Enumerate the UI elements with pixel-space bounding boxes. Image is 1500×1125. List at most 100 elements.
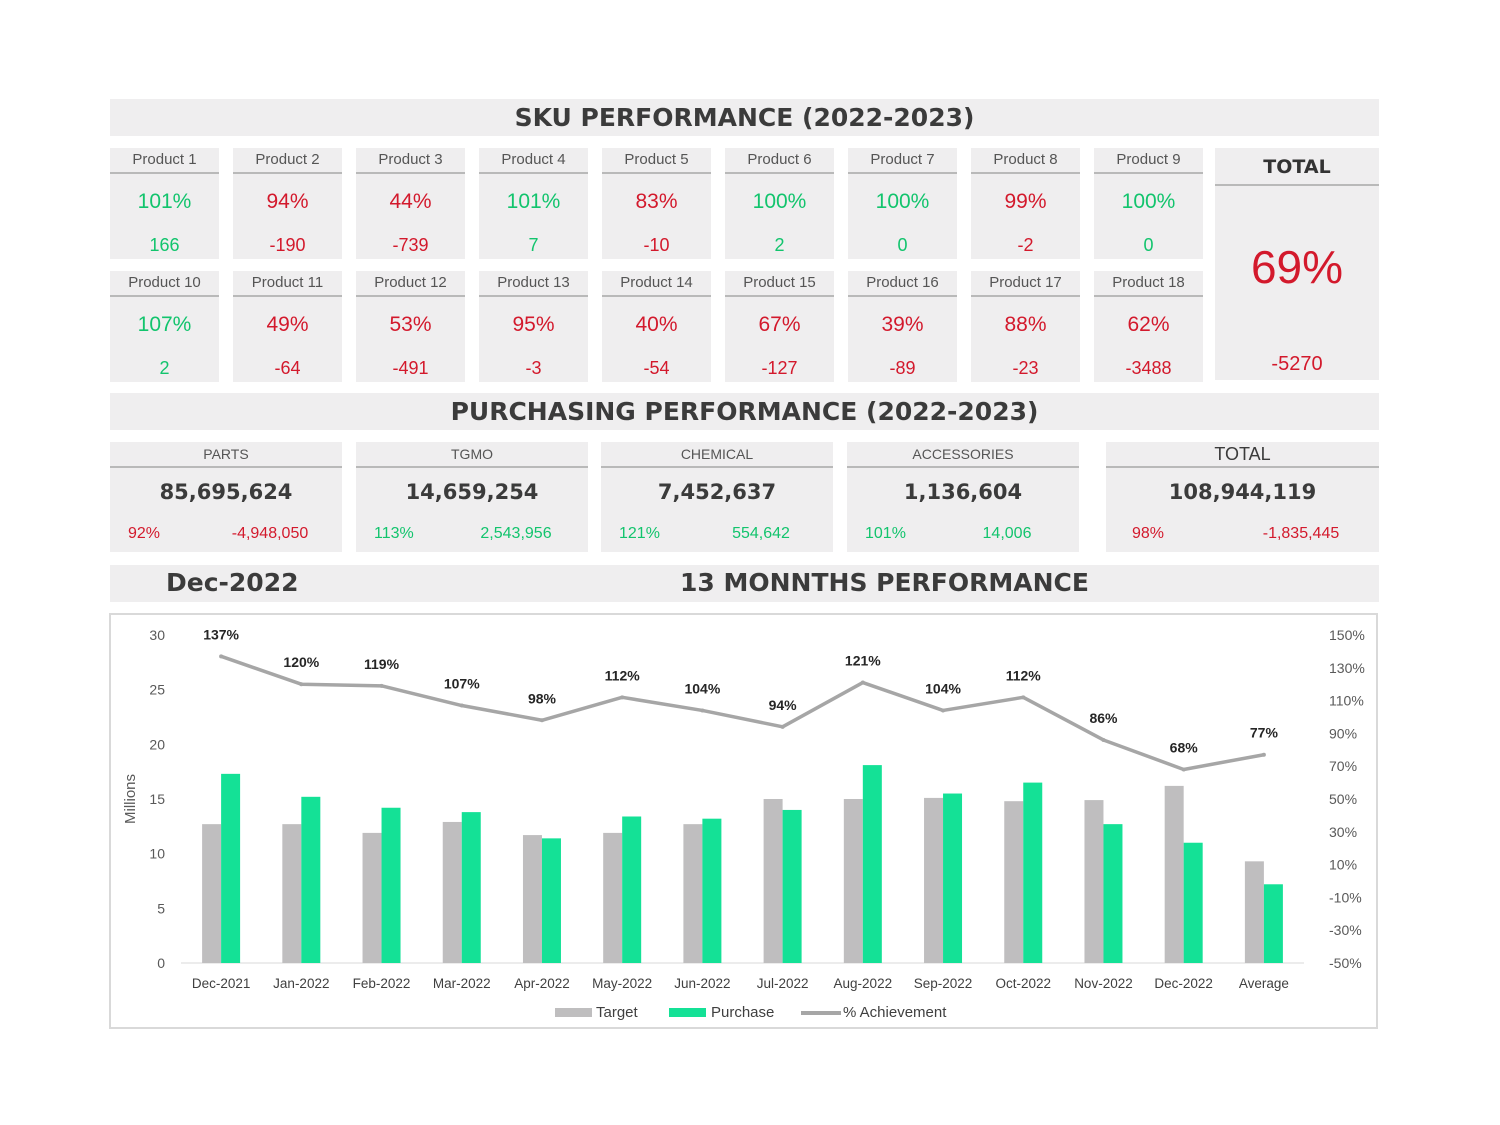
purchasing-pct: 101%: [865, 525, 906, 542]
purchase-bar: [782, 809, 802, 963]
achievement-data-label: 137%: [203, 626, 239, 642]
purchasing-pct: 98%: [1132, 525, 1165, 542]
sku-card: Product 16 39% -89: [848, 271, 957, 382]
x-tick-label: Aug-2022: [834, 976, 893, 991]
target-bar: [202, 824, 222, 963]
sku-card: Product 10 107% 2: [110, 271, 219, 382]
sku-card: Product 2 94% -190: [233, 148, 342, 259]
legend-achievement-label: % Achievement: [843, 1004, 947, 1021]
purchase-bar: [862, 765, 882, 963]
purchasing-pct: 121%: [619, 525, 660, 542]
sku-product-pct: 100%: [752, 190, 807, 213]
sku-product-name: Product 7: [848, 148, 957, 174]
x-tick-label: Apr-2022: [514, 976, 570, 991]
purchasing-total-card: TOTAL 108,944,119 98% -1,835,445: [1106, 442, 1379, 552]
purchase-bar: [461, 812, 481, 963]
sku-product-name: Product 15: [725, 271, 834, 297]
y2-tick-label: 30%: [1329, 824, 1357, 840]
purchasing-card: TGMO 14,659,254 113% 2,543,956: [356, 442, 588, 552]
sku-card: Product 9 100% 0: [1094, 148, 1203, 259]
sku-product-pct: 83%: [635, 190, 678, 213]
sku-product-name: Product 1: [110, 148, 219, 174]
purchasing-category-name: ACCESSORIES: [847, 442, 1079, 468]
sku-total-value: -5270: [1271, 353, 1323, 375]
sku-product-pct: 95%: [512, 313, 555, 336]
purchase-bar: [221, 773, 241, 963]
x-tick-label: Jun-2022: [674, 976, 730, 991]
sku-product-variance: -3: [525, 358, 542, 378]
target-bar: [442, 821, 462, 963]
sku-product-name: Product 12: [356, 271, 465, 297]
sku-total-pct: 69%: [1250, 241, 1344, 293]
sku-product-pct: 39%: [881, 313, 924, 336]
sku-product-variance: -2: [1017, 235, 1034, 255]
sku-product-name: Product 10: [110, 271, 219, 297]
sku-product-name: Product 8: [971, 148, 1080, 174]
y-tick-label: 5: [157, 900, 165, 916]
achievement-data-label: 119%: [364, 656, 400, 672]
sku-product-pct: 94%: [266, 190, 309, 213]
sku-product-variance: 0: [1143, 235, 1154, 255]
y2-tick-label: -30%: [1329, 922, 1362, 938]
purchase-bar: [622, 816, 642, 963]
target-bar: [1244, 861, 1264, 963]
sku-title: SKU PERFORMANCE (2022-2023): [110, 99, 1379, 136]
trend-chart: 0 5 10 15 20 25 30 -50% -30% -10% 10% 30% 50% 70% 90% 1…: [122, 626, 1365, 1021]
sku-product-name: Product 5: [602, 148, 711, 174]
achievement-data-label: 104%: [925, 680, 961, 696]
purchasing-pct: 92%: [128, 525, 161, 542]
achievement-data-label: 86%: [1089, 710, 1118, 726]
sku-card: Product 12 53% -491: [356, 271, 465, 382]
achievement-point: [780, 724, 785, 729]
achievement-point: [299, 682, 304, 687]
x-tick-label: May-2022: [592, 976, 652, 991]
sku-product-name: Product 9: [1094, 148, 1203, 174]
purchasing-variance: 14,006: [982, 525, 1032, 542]
purchase-bar: [702, 818, 722, 963]
achievement-point: [1021, 695, 1026, 700]
sku-product-variance: -23: [1012, 358, 1039, 378]
achievement-data-label: 104%: [684, 680, 720, 696]
purchasing-card: CHEMICAL 7,452,637 121% 554,642: [601, 442, 833, 552]
sku-product-pct: 107%: [137, 313, 192, 336]
sku-total-title: TOTAL: [1215, 156, 1379, 186]
purchasing-category-name: TOTAL: [1106, 442, 1379, 468]
achievement-data-label: 112%: [1006, 667, 1042, 683]
purchasing-category-name: PARTS: [110, 442, 342, 468]
purchasing-variance: -4,948,050: [231, 525, 309, 542]
achievement-point: [379, 683, 384, 688]
sku-card: Product 4 101% 7: [479, 148, 588, 259]
achievement-point: [860, 680, 865, 685]
purchase-bar: [1263, 884, 1283, 963]
achievement-point: [539, 718, 544, 723]
legend-purchase-label: Purchase: [711, 1004, 774, 1021]
achievement-point: [1261, 752, 1266, 757]
sku-product-pct: 53%: [389, 313, 432, 336]
sku-product-variance: 2: [774, 235, 785, 255]
x-tick-label: Sep-2022: [914, 976, 973, 991]
legend-purchase-swatch: [669, 1008, 706, 1017]
x-tick-label: Feb-2022: [353, 976, 411, 991]
sku-card: Product 17 88% -23: [971, 271, 1080, 382]
y-tick-label: 20: [149, 736, 165, 752]
sku-product-variance: -3488: [1125, 358, 1172, 378]
purchase-bar: [1023, 782, 1043, 963]
purchasing-amount: 7,452,637: [657, 480, 777, 504]
sku-card: Product 18 62% -3488: [1094, 271, 1203, 382]
sku-product-name: Product 6: [725, 148, 834, 174]
sku-product-variance: -127: [761, 358, 798, 378]
target-bar: [683, 824, 703, 963]
purchasing-variance: 554,642: [732, 525, 790, 542]
y2-tick-label: 150%: [1329, 627, 1365, 643]
sku-card: Product 7 100% 0: [848, 148, 957, 259]
target-bar: [763, 799, 783, 963]
y-axis-title: Millions: [122, 774, 139, 824]
target-bar: [1004, 801, 1024, 963]
x-tick-label: Dec-2021: [192, 976, 251, 991]
sku-product-variance: -89: [889, 358, 916, 378]
x-tick-label: Jul-2022: [757, 976, 809, 991]
sku-product-pct: 101%: [506, 190, 561, 213]
sku-card: Product 13 95% -3: [479, 271, 588, 382]
y2-tick-label: 10%: [1329, 857, 1357, 873]
sku-product-pct: 100%: [875, 190, 930, 213]
